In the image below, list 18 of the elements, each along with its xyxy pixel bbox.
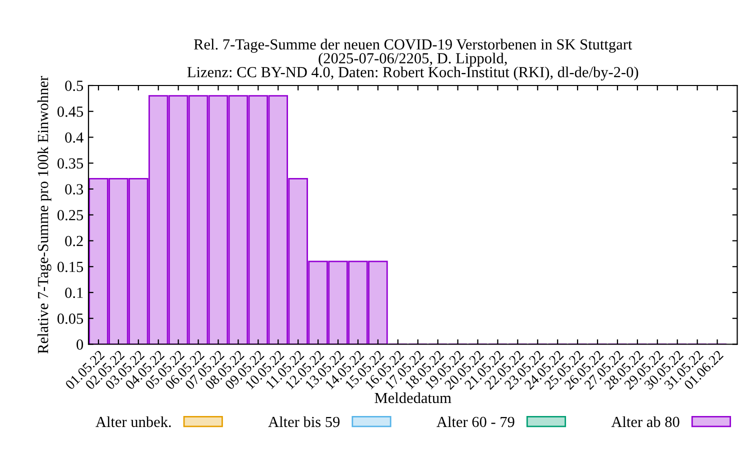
y-tick-label: 0.25 [57, 210, 84, 220]
y-tick-label: 0.05 [57, 314, 84, 324]
legend-label: Alter ab 80 [611, 416, 680, 428]
y-tick-label: 0.3 [65, 184, 84, 195]
y-tick-label: 0 [76, 339, 84, 350]
y-tick-label: 0.1 [65, 288, 83, 298]
legend-label: Alter 60 - 79 [436, 416, 514, 428]
y-tick-label: 0.2 [65, 236, 83, 246]
y-tick-label: 0.45 [57, 106, 84, 117]
y-tick-label: 0.4 [65, 132, 84, 143]
y-tick-label: 0.15 [57, 262, 84, 272]
x-axis-title: Meldedatum [374, 392, 452, 404]
y-axis-title: Relative 7-Tage-Summe pro 100k Einwohner [37, 76, 52, 354]
chart-title: Rel. 7-Tage-Summe der neuen COVID-19 Verstorbenen in SK Stuttgart (2025-07-06/2205, D. Lippold, Lizenz: CC BY-ND 4.0, Daten: Robert Koch-Institut (RKI), dl-de/by-2-0) [187, 38, 638, 80]
y-tick-label: 0.35 [57, 158, 84, 169]
y-tick-label: 0.5 [65, 80, 84, 92]
legend-label: Alter unbek. [96, 416, 171, 428]
legend-label: Alter bis 59 [268, 416, 340, 428]
